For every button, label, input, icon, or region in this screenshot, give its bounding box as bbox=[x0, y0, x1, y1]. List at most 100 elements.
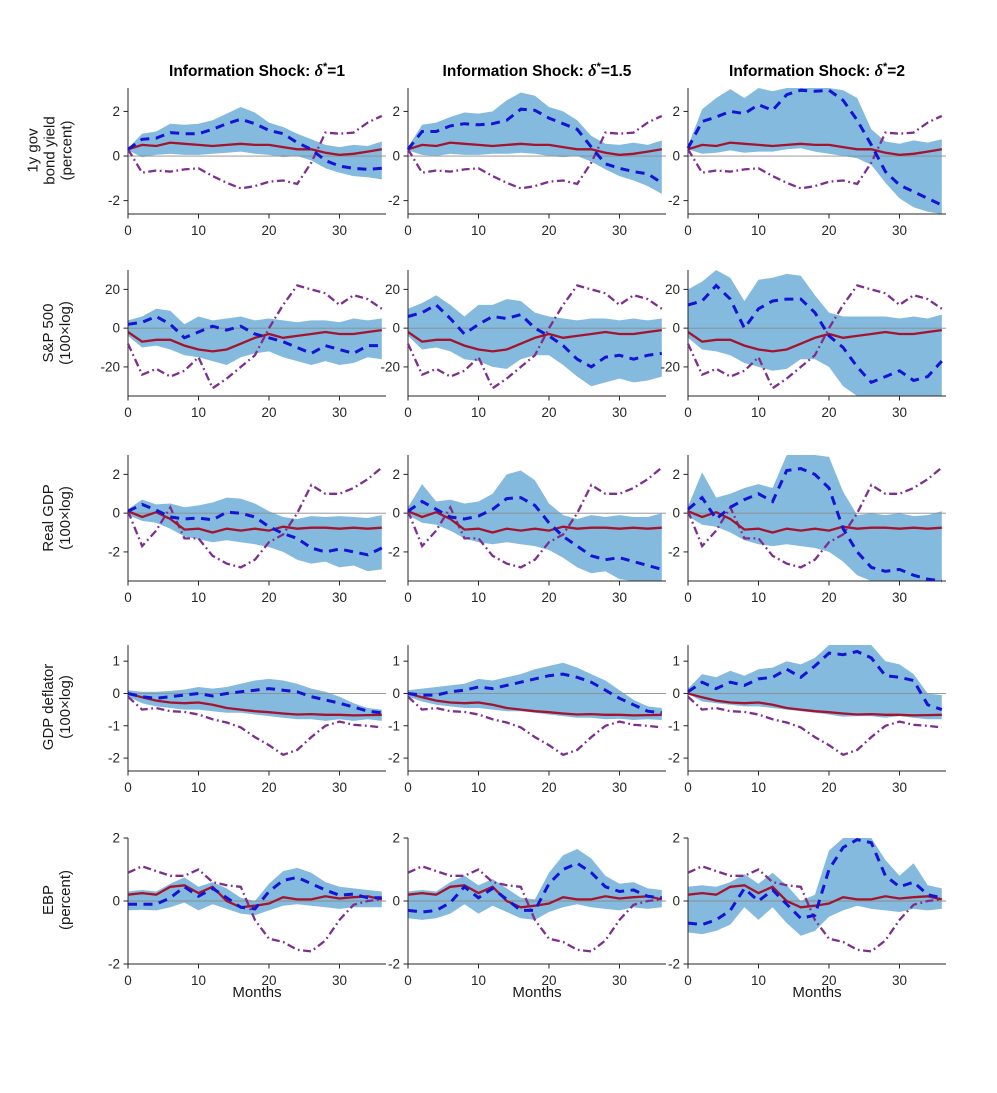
y-axis-label-row-4: GDP deflator (100×log) bbox=[40, 622, 74, 792]
red-solid-line bbox=[407, 884, 663, 909]
y-tick-label: -2 bbox=[668, 193, 680, 208]
x-tick-label: 30 bbox=[612, 973, 627, 988]
ylabel-line: (100×log) bbox=[57, 486, 74, 550]
red-solid-line bbox=[687, 328, 942, 353]
x-tick-label: 20 bbox=[821, 973, 836, 988]
x-tick-label: 10 bbox=[471, 405, 486, 420]
title-value: =2 bbox=[887, 63, 905, 81]
x-tick-label: 10 bbox=[191, 223, 206, 238]
x-tick-label: 0 bbox=[124, 780, 132, 795]
y-tick-label: 20 bbox=[385, 282, 400, 297]
purple-dashdot-line bbox=[126, 466, 383, 569]
y-axis-label-row-1: 1y gov bond yield (percent) bbox=[25, 66, 76, 236]
y-tick-label: -2 bbox=[108, 544, 120, 559]
x-tick-label: 0 bbox=[124, 405, 132, 420]
blue-dashed-line bbox=[407, 496, 663, 571]
x-tick-label: 0 bbox=[124, 973, 132, 988]
y-tick-label: 0 bbox=[392, 321, 400, 336]
y-tick-label: 2 bbox=[392, 467, 400, 482]
y-tick-label: -20 bbox=[100, 359, 120, 374]
confidence-band bbox=[688, 645, 942, 720]
purple-dashdot-line bbox=[126, 284, 383, 390]
x-tick-label: 10 bbox=[471, 590, 486, 605]
y-tick-label: 0 bbox=[672, 894, 680, 909]
red-solid-line bbox=[127, 141, 382, 157]
blue-dashed-line bbox=[687, 283, 943, 385]
blue-dashed-line bbox=[127, 117, 382, 171]
blue-dashed-line bbox=[686, 88, 943, 207]
title-value: =1.5 bbox=[600, 63, 632, 81]
purple-dashdot-line bbox=[687, 695, 942, 757]
ylabel-line: (percent) bbox=[57, 869, 74, 931]
y-axis-label-row-3: Real GDP (100×log) bbox=[40, 433, 74, 603]
x-tick-label: 30 bbox=[332, 223, 347, 238]
x-tick-label: 10 bbox=[191, 973, 206, 988]
y-tick-label: -2 bbox=[108, 957, 120, 972]
ylabel-line: 1y gov bbox=[24, 128, 42, 173]
y-axis-label-row-2: S&P 500 (100×log) bbox=[40, 248, 74, 418]
red-solid-line bbox=[127, 328, 382, 353]
x-tick-label: 30 bbox=[332, 405, 347, 420]
y-tick-label: 20 bbox=[665, 282, 680, 297]
y-tick-label: 1 bbox=[392, 654, 400, 669]
x-tick-label: 10 bbox=[471, 780, 486, 795]
confidence-band bbox=[128, 497, 382, 572]
y-tick-label: 0 bbox=[112, 686, 120, 701]
purple-dashdot-line bbox=[407, 695, 662, 757]
y-tick-label: -2 bbox=[108, 193, 120, 208]
x-tick-label: 10 bbox=[471, 973, 486, 988]
y-tick-label: -2 bbox=[388, 957, 400, 972]
x-tick-label: 0 bbox=[684, 223, 692, 238]
purple-dashdot-line bbox=[687, 865, 942, 953]
x-tick-label: 30 bbox=[332, 973, 347, 988]
purple-dashdot-line bbox=[406, 466, 663, 569]
delta-star-superscript: * bbox=[323, 61, 328, 73]
red-solid-line bbox=[687, 884, 943, 909]
column-title-3: Information Shock: δ*=2 bbox=[657, 61, 977, 81]
red-solid-line bbox=[687, 141, 942, 157]
ylabel-line: Real GDP bbox=[40, 484, 57, 552]
y-tick-label: 20 bbox=[105, 282, 120, 297]
y-tick-label: 0 bbox=[392, 686, 400, 701]
y-tick-label: -20 bbox=[380, 359, 400, 374]
purple-dashdot-line bbox=[406, 284, 663, 390]
y-tick-label: 0 bbox=[112, 321, 120, 336]
x-tick-label: 20 bbox=[261, 780, 276, 795]
ylabel-line: EBP bbox=[40, 885, 57, 916]
purple-dashdot-line bbox=[407, 865, 662, 953]
y-tick-label: 2 bbox=[672, 104, 680, 119]
ylabel-line: bond yield bbox=[41, 116, 59, 185]
x-tick-label: 30 bbox=[892, 780, 907, 795]
red-solid-line bbox=[127, 510, 382, 534]
x-tick-label: 20 bbox=[541, 780, 556, 795]
blue-dashed-line bbox=[127, 502, 383, 557]
confidence-band bbox=[128, 107, 382, 180]
y-tick-label: -2 bbox=[668, 544, 680, 559]
y-tick-label: -2 bbox=[388, 193, 400, 208]
blue-dashed-line bbox=[407, 861, 662, 914]
confidence-band bbox=[688, 455, 942, 581]
y-tick-label: 2 bbox=[112, 831, 120, 846]
red-solid-line bbox=[127, 884, 383, 909]
x-tick-label: 30 bbox=[612, 223, 627, 238]
red-solid-line bbox=[407, 328, 662, 353]
y-tick-label: -2 bbox=[668, 957, 680, 972]
x-tick-label: 0 bbox=[404, 405, 412, 420]
x-tick-label: 0 bbox=[404, 780, 412, 795]
x-axis-label-col-3: Months bbox=[792, 984, 842, 1001]
y-tick-label: 2 bbox=[672, 467, 680, 482]
ylabel-line: (100×log) bbox=[57, 301, 74, 365]
y-tick-label: 0 bbox=[112, 149, 120, 164]
y-tick-label: 0 bbox=[672, 321, 680, 336]
x-tick-label: 10 bbox=[191, 780, 206, 795]
purple-dashdot-line bbox=[127, 114, 383, 190]
x-tick-label: 0 bbox=[404, 973, 412, 988]
x-tick-label: 20 bbox=[541, 405, 556, 420]
x-tick-label: 10 bbox=[751, 223, 766, 238]
x-tick-label: 20 bbox=[261, 223, 276, 238]
